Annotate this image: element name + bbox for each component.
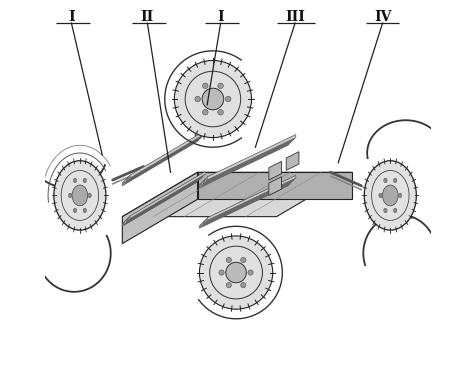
Polygon shape [206,136,295,181]
Circle shape [218,110,223,115]
Circle shape [210,246,262,299]
Ellipse shape [379,193,382,198]
Polygon shape [130,131,205,178]
Ellipse shape [61,170,99,221]
Circle shape [202,83,208,89]
Ellipse shape [69,193,72,198]
Polygon shape [122,179,198,226]
Polygon shape [286,152,299,170]
Polygon shape [130,171,205,219]
Ellipse shape [73,208,77,213]
Circle shape [218,83,223,89]
Ellipse shape [372,170,409,221]
Circle shape [185,71,241,127]
Text: III: III [285,10,305,24]
Polygon shape [269,177,282,195]
Polygon shape [201,182,289,227]
Circle shape [226,96,231,102]
Text: I: I [68,10,75,24]
Polygon shape [269,161,282,180]
Circle shape [226,257,231,263]
Circle shape [226,283,231,288]
Ellipse shape [73,178,77,183]
Polygon shape [205,137,293,183]
Polygon shape [206,176,295,222]
Circle shape [219,270,224,275]
Circle shape [202,110,208,115]
Polygon shape [128,174,203,221]
Polygon shape [203,139,292,184]
Ellipse shape [394,208,397,213]
Circle shape [248,270,253,275]
Circle shape [226,262,246,283]
Polygon shape [207,175,296,221]
Text: I: I [218,10,224,24]
Circle shape [241,257,246,263]
Polygon shape [202,140,291,185]
Polygon shape [126,175,201,223]
Circle shape [174,60,251,138]
Polygon shape [125,176,200,224]
Circle shape [195,96,200,102]
Ellipse shape [364,161,416,230]
Text: II: II [141,10,154,24]
Polygon shape [122,172,352,217]
Polygon shape [128,133,203,181]
Polygon shape [124,178,199,225]
Polygon shape [129,173,204,220]
Ellipse shape [83,178,87,183]
Circle shape [241,283,246,288]
Polygon shape [129,132,204,179]
Ellipse shape [383,185,398,206]
Polygon shape [201,141,289,187]
Ellipse shape [54,161,106,230]
Circle shape [199,236,273,309]
Polygon shape [199,183,288,228]
Polygon shape [205,178,293,223]
Ellipse shape [398,193,402,198]
Text: IV: IV [374,10,391,24]
Ellipse shape [83,208,87,213]
Polygon shape [122,139,198,186]
Circle shape [202,88,224,110]
Polygon shape [198,172,352,199]
Polygon shape [199,142,288,188]
Polygon shape [203,179,292,224]
Polygon shape [125,136,200,183]
Ellipse shape [384,208,387,213]
Ellipse shape [88,193,91,198]
Ellipse shape [384,178,387,183]
Polygon shape [122,172,198,244]
Polygon shape [207,135,296,180]
Ellipse shape [72,185,88,206]
Polygon shape [126,135,201,182]
Polygon shape [124,137,199,185]
Ellipse shape [394,178,397,183]
Polygon shape [202,180,291,226]
